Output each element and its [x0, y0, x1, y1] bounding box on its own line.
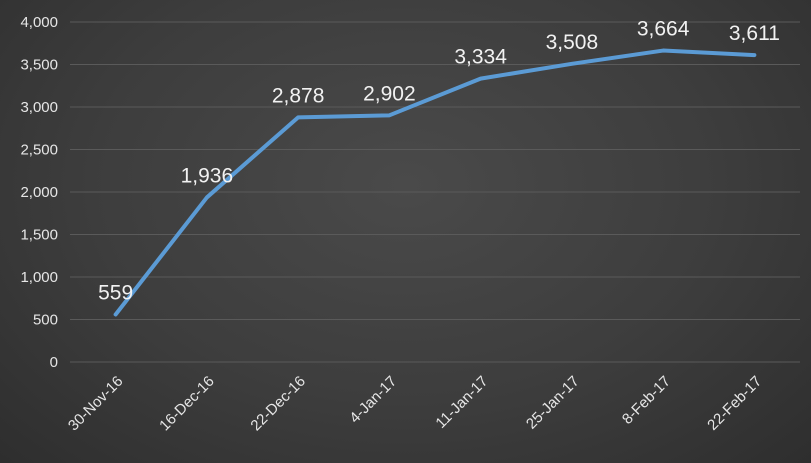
y-tick-label: 3,000 [20, 99, 58, 116]
x-tick-label: 11-Jan-17 [432, 373, 491, 432]
data-label: 3,508 [546, 31, 599, 54]
y-tick-label: 2,000 [20, 184, 58, 201]
data-label: 1,936 [181, 164, 234, 187]
x-tick-label: 4-Jan-17 [346, 373, 400, 427]
series-group [113, 48, 757, 317]
data-labels: 559 1,936 2,878 2,902 3,334 3,508 3,664 3,611 [98, 18, 780, 305]
data-label: 2,902 [363, 82, 416, 105]
y-tick-label: 500 [33, 312, 58, 329]
y-tick-label: 3,500 [20, 57, 58, 74]
x-tick-label: 22-Feb-17 [704, 373, 765, 434]
y-tick-label: 1,500 [20, 227, 58, 244]
x-tick-label: 30-Nov-16 [65, 373, 127, 435]
data-label: 3,664 [637, 18, 690, 41]
data-label: 3,611 [729, 22, 780, 45]
gridlines [70, 21, 800, 363]
series-line [113, 48, 757, 317]
x-tick-label: 22-Dec-16 [247, 373, 309, 435]
y-tick-label: 1,000 [20, 269, 58, 286]
x-axis-ticks: 30-Nov-16 16-Dec-16 22-Dec-16 4-Jan-17 11-Ja… [65, 373, 765, 435]
y-tick-label: 4,000 [20, 14, 58, 31]
data-label: 3,334 [454, 46, 507, 69]
data-label: 559 [98, 281, 133, 304]
x-tick-label: 16-Dec-16 [156, 373, 218, 435]
x-tick-label: 25-Jan-17 [523, 373, 583, 433]
y-tick-label: 0 [50, 354, 58, 371]
x-tick-label: 8-Feb-17 [619, 373, 674, 428]
y-axis-ticks: 0 500 1,000 1,500 2,000 2,500 3,000 3,500 4,000 [20, 14, 58, 371]
y-tick-label: 2,500 [20, 142, 58, 159]
data-label: 2,878 [272, 84, 325, 107]
